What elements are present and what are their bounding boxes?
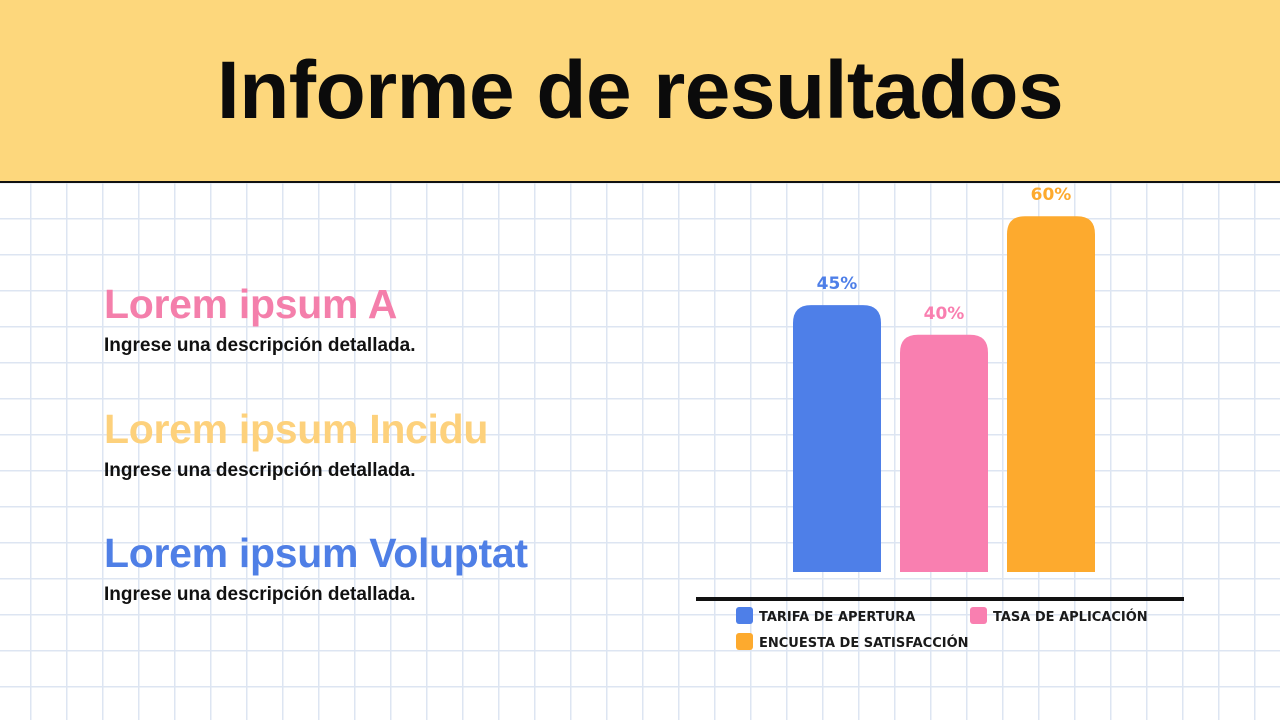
block-description-voluptat: Ingrese una descripción detallada. [104,584,416,605]
legend-swatch-3 [736,633,753,650]
page-title: Informe de resultados [216,44,1064,136]
bar-3 [1007,216,1095,572]
bar-2 [900,334,988,572]
legend-label-3: ENCUESTA DE SATISFACCIÓN [759,635,969,651]
header-banner: Informe de resultados [0,0,1280,183]
legend-swatch-1 [736,607,753,624]
block-title-voluptat: Lorem ipsum Voluptat [104,530,528,576]
bar-1 [793,305,881,572]
block-title-a: Lorem ipsum A [104,281,398,327]
text-block-voluptat: Lorem ipsum Voluptat Ingrese una descrip… [104,530,528,606]
block-title-incidu: Lorem ipsum Incidu [104,406,489,452]
bar-value-label-3: 60% [1031,185,1072,205]
legend-label-2: TASA DE APLICACIÓN [993,609,1148,625]
block-description-incidu: Ingrese una descripción detallada. [104,460,416,481]
legend-swatch-2 [970,607,987,624]
text-block-incidu: Lorem ipsum Incidu Ingrese una descripci… [104,406,488,482]
bar-value-label-2: 40% [924,304,965,324]
block-description-a: Ingrese una descripción detallada. [104,335,416,356]
text-block-a: Lorem ipsum A Ingrese una descripción de… [104,281,416,357]
legend-label-1: TARIFA DE APERTURA [759,610,915,625]
bar-value-label-1: 45% [817,274,858,294]
